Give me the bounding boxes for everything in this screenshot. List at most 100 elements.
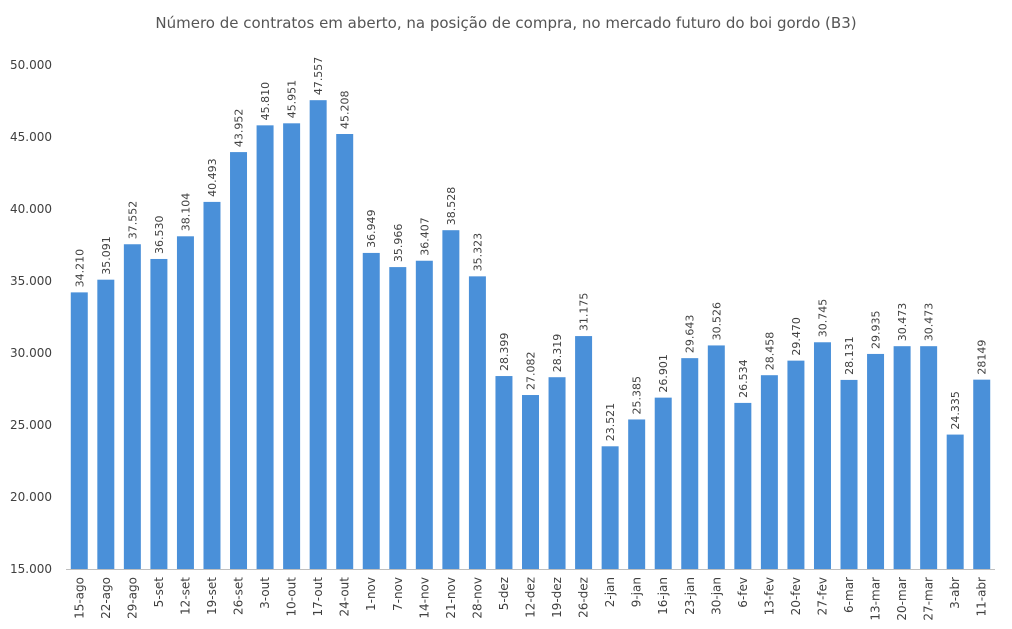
data-label: 30.745 bbox=[816, 299, 829, 338]
data-label: 25.385 bbox=[631, 376, 644, 415]
bar bbox=[787, 360, 805, 569]
x-tick-label: 9-jan bbox=[630, 577, 644, 607]
data-label: 36.407 bbox=[418, 217, 431, 256]
x-tick-label: 12-dez bbox=[524, 577, 538, 618]
bar bbox=[256, 125, 274, 569]
data-label: 45.208 bbox=[339, 91, 352, 130]
data-labels: 34.210 35.091 37.552 36.530 38.104 40.493 43.9… bbox=[73, 57, 988, 442]
y-tick-label: 35.000 bbox=[10, 274, 52, 288]
data-label: 28.131 bbox=[843, 336, 856, 375]
bar bbox=[522, 395, 539, 569]
bar bbox=[973, 379, 991, 569]
data-label: 28149 bbox=[976, 340, 989, 375]
bar bbox=[813, 342, 831, 569]
x-tick-label: 23-jan bbox=[683, 577, 697, 615]
x-tick-label: 3-abr bbox=[948, 577, 962, 609]
y-axis: 15.000 20.000 25.000 30.000 35.000 40.000 45.0… bbox=[10, 58, 52, 576]
data-label: 28.399 bbox=[498, 333, 511, 371]
data-label: 30.473 bbox=[923, 303, 936, 342]
bar bbox=[920, 346, 938, 569]
data-label: 28.319 bbox=[551, 334, 564, 373]
data-label: 45.810 bbox=[259, 82, 272, 121]
bar bbox=[575, 336, 593, 569]
bar bbox=[123, 244, 141, 569]
x-tick-label: 10-out bbox=[285, 577, 299, 617]
x-tick-label: 12-set bbox=[178, 577, 192, 615]
x-tick-label: 29-ago bbox=[125, 577, 139, 619]
x-tick-label: 3-out bbox=[258, 577, 272, 609]
x-tick-label: 19-dez bbox=[550, 577, 564, 618]
x-tick-label: 2-jan bbox=[603, 577, 617, 607]
x-tick-label: 11-abr bbox=[975, 577, 989, 617]
bar bbox=[309, 100, 327, 570]
data-label: 36.530 bbox=[153, 215, 166, 254]
data-label: 38.528 bbox=[445, 187, 458, 226]
bar bbox=[203, 201, 221, 569]
x-tick-label: 16-jan bbox=[656, 577, 670, 615]
x-tick-label: 6-mar bbox=[842, 577, 856, 613]
x-tick-label: 27-mar bbox=[922, 577, 936, 621]
bar bbox=[601, 446, 619, 569]
bar bbox=[707, 345, 725, 569]
bar bbox=[389, 267, 407, 569]
x-tick-label: 17-out bbox=[311, 577, 325, 617]
x-tick-label: 22-ago bbox=[99, 577, 113, 619]
x-tick-label: 13-mar bbox=[869, 577, 883, 621]
bar bbox=[150, 258, 168, 569]
x-tick-label: 19-set bbox=[205, 577, 219, 615]
data-label: 27.082 bbox=[525, 352, 538, 391]
data-label: 29.643 bbox=[684, 315, 697, 354]
bar bbox=[840, 379, 858, 569]
data-label: 24.335 bbox=[949, 391, 962, 430]
bar bbox=[734, 402, 752, 569]
y-tick-label: 20.000 bbox=[10, 490, 52, 504]
x-tick-label: 6-fev bbox=[736, 577, 750, 608]
data-label: 31.175 bbox=[578, 293, 591, 332]
data-label: 40.493 bbox=[206, 158, 219, 197]
x-tick-label: 26-set bbox=[232, 577, 246, 615]
x-tick-label: 20-mar bbox=[895, 577, 909, 621]
data-label: 28.458 bbox=[763, 332, 776, 371]
y-tick-label: 45.000 bbox=[10, 130, 52, 144]
x-tick-label: 13-fev bbox=[762, 577, 776, 615]
x-tick-label: 14-nov bbox=[417, 577, 431, 619]
bar bbox=[548, 377, 566, 569]
y-tick-label: 50.000 bbox=[10, 58, 52, 72]
x-tick-label: 24-out bbox=[338, 577, 352, 617]
bar bbox=[946, 434, 964, 569]
y-tick-label: 15.000 bbox=[10, 562, 52, 576]
bar bbox=[681, 358, 699, 569]
data-label: 35.323 bbox=[471, 233, 484, 272]
data-label: 47.557 bbox=[312, 57, 325, 96]
x-tick-label: 26-dez bbox=[577, 577, 591, 618]
bar bbox=[442, 230, 460, 569]
data-label: 35.966 bbox=[392, 224, 405, 263]
chart-title: Número de contratos em aberto, na posiçã… bbox=[155, 14, 856, 32]
y-tick-label: 30.000 bbox=[10, 346, 52, 360]
bar bbox=[867, 353, 885, 569]
data-label: 43.952 bbox=[233, 109, 246, 148]
bar bbox=[654, 397, 672, 569]
data-label: 38.104 bbox=[179, 193, 192, 232]
y-tick-label: 40.000 bbox=[10, 202, 52, 216]
x-axis: 15-ago 22-ago 29-ago 5-set 12-set 19-set 26-se… bbox=[66, 569, 995, 621]
data-label: 26.534 bbox=[737, 359, 750, 398]
x-tick-label: 5-set bbox=[152, 577, 166, 608]
data-label: 23.521 bbox=[604, 403, 617, 442]
bar bbox=[495, 376, 513, 569]
bar bbox=[283, 123, 301, 569]
x-tick-label: 30-jan bbox=[709, 577, 723, 615]
data-label: 26.901 bbox=[657, 354, 670, 393]
data-label: 35.091 bbox=[100, 236, 113, 275]
data-label: 30.526 bbox=[710, 302, 723, 341]
bar bbox=[628, 419, 646, 569]
data-label: 34.210 bbox=[73, 249, 86, 288]
data-label: 29.935 bbox=[870, 310, 883, 349]
bar bbox=[176, 236, 194, 570]
data-label: 45.951 bbox=[286, 80, 299, 119]
bar bbox=[70, 292, 88, 569]
bar bbox=[97, 279, 115, 569]
bar bbox=[230, 152, 248, 569]
x-tick-label: 15-ago bbox=[72, 577, 86, 619]
